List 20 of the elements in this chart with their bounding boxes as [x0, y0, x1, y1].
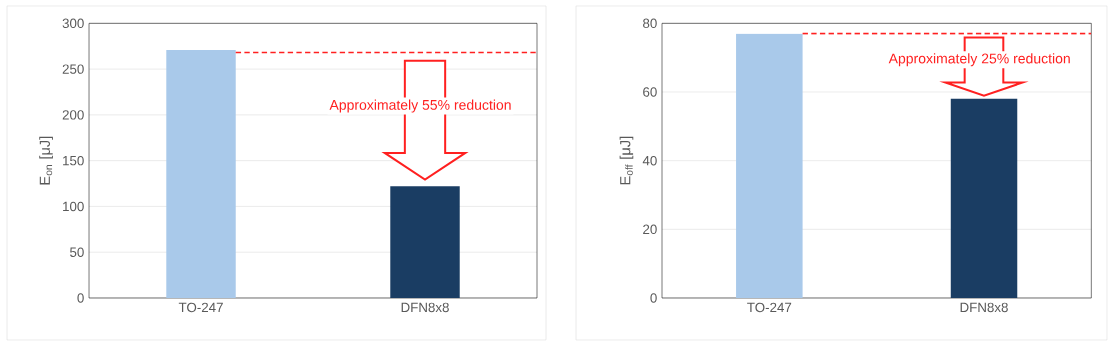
x-tick-label: TO-247 [747, 302, 792, 313]
y-tick-label: 200 [62, 110, 84, 120]
y-tick-label: 40 [642, 155, 657, 166]
y-tick-label: 150 [63, 155, 84, 166]
x-tick-label: TO-247 [178, 302, 223, 313]
y-tick-label: 0 [77, 293, 84, 303]
y-tick-label: 50 [70, 247, 84, 257]
y-tick-label: 300 [62, 18, 84, 29]
annotation: Approximately 25% reduction [888, 53, 1070, 67]
annotation: Approximately 55% reduction [329, 99, 511, 113]
y-tick-label: 0 [650, 293, 657, 303]
y-tick-label: 100 [63, 201, 84, 212]
y-tick-label: 80 [643, 18, 657, 29]
y-tick-label: 20 [643, 224, 657, 235]
y-tick-label: 60 [643, 87, 657, 97]
y-axis-title: E$_{off}$ [μJ] [619, 136, 634, 185]
y-tick-label: 250 [62, 64, 84, 74]
x-tick-label: DFN8x8 [401, 302, 449, 313]
x-tick-label: DFN8x8 [960, 302, 1008, 313]
y-axis-title: E$_{on}$ [μJ] [39, 136, 53, 185]
